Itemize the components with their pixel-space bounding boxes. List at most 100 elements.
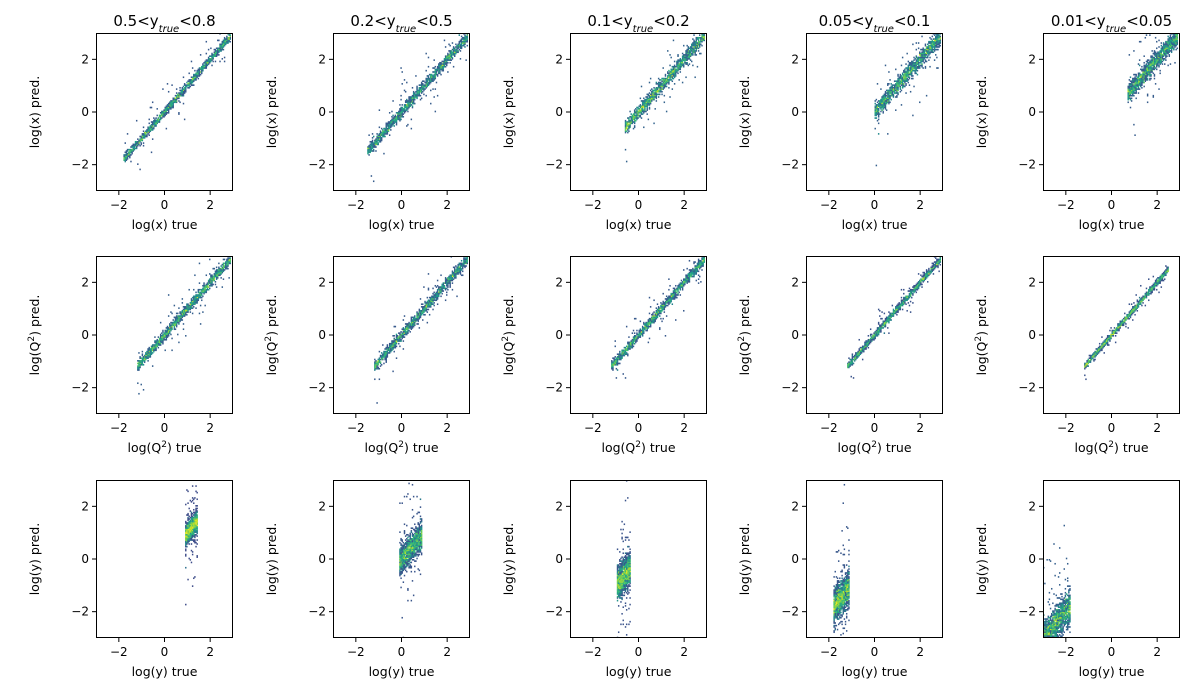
heatmap-cell bbox=[435, 286, 438, 288]
heatmap-cell bbox=[137, 138, 139, 140]
heatmap-cell bbox=[656, 315, 659, 317]
heatmap-cell bbox=[416, 323, 418, 325]
heatmap-cell bbox=[159, 321, 162, 324]
heatmap-cell bbox=[380, 134, 383, 136]
heatmap-cell bbox=[621, 352, 623, 354]
heatmap-cell bbox=[441, 63, 443, 65]
heatmap-cell bbox=[1142, 71, 1144, 73]
heatmap-cell bbox=[1148, 71, 1150, 73]
heatmap-cell bbox=[430, 89, 432, 92]
heatmap-cell bbox=[623, 352, 626, 354]
heatmap-cell bbox=[140, 361, 142, 363]
heatmap-cell bbox=[400, 94, 402, 97]
heatmap-cell bbox=[149, 353, 152, 356]
heatmap-cell bbox=[684, 283, 686, 286]
heatmap-cell bbox=[1132, 80, 1134, 83]
heatmap-cell bbox=[191, 300, 194, 303]
heatmap-cell bbox=[412, 98, 415, 101]
heatmap-cell bbox=[874, 117, 876, 119]
heatmap-cell bbox=[700, 40, 702, 43]
heatmap-cell bbox=[156, 119, 158, 122]
heatmap-cell bbox=[459, 44, 462, 47]
heatmap-cell bbox=[395, 340, 398, 342]
heatmap-cell bbox=[693, 44, 695, 47]
heatmap-cell bbox=[696, 46, 699, 48]
heatmap-cell bbox=[180, 92, 182, 94]
heatmap-cell bbox=[1134, 76, 1136, 79]
heatmap-cell bbox=[159, 336, 162, 338]
heatmap-cell bbox=[420, 88, 423, 90]
heatmap-cell bbox=[646, 109, 648, 111]
heatmap-cell bbox=[374, 140, 376, 143]
heatmap-cell bbox=[411, 323, 414, 325]
heatmap-cell bbox=[370, 175, 373, 177]
heatmap-cell bbox=[139, 360, 141, 362]
heatmap-cell bbox=[169, 102, 171, 105]
heatmap-cell bbox=[679, 294, 682, 296]
heatmap-cell bbox=[181, 298, 184, 300]
heatmap-cell bbox=[669, 64, 671, 67]
heatmap-cell bbox=[465, 39, 467, 42]
heatmap-cell bbox=[177, 93, 179, 96]
heatmap-cell bbox=[670, 294, 672, 296]
heatmap-cell bbox=[1142, 76, 1144, 79]
heatmap-cell bbox=[657, 86, 660, 89]
heatmap-cell bbox=[412, 321, 415, 324]
heatmap-cell bbox=[684, 278, 686, 280]
heatmap-cell bbox=[409, 96, 411, 98]
heatmap-cell bbox=[210, 281, 212, 283]
heatmap-cell bbox=[907, 67, 910, 69]
heatmap-cell bbox=[430, 80, 432, 83]
heatmap-cell bbox=[1153, 58, 1156, 60]
heatmap-cell bbox=[633, 337, 636, 340]
heatmap-cell bbox=[386, 122, 389, 125]
heatmap-cell bbox=[671, 292, 674, 295]
heatmap-cell bbox=[201, 292, 203, 295]
heatmap-cell bbox=[1138, 40, 1141, 43]
heatmap-cell bbox=[929, 56, 931, 59]
heatmap-cell bbox=[174, 94, 177, 97]
heatmap-cell bbox=[464, 266, 466, 269]
heatmap-cell bbox=[431, 76, 433, 79]
heatmap-cell bbox=[188, 307, 190, 309]
heatmap-cell bbox=[620, 356, 622, 358]
heatmap-cell bbox=[444, 277, 447, 279]
heatmap-cell bbox=[198, 282, 201, 284]
heatmap-cell bbox=[157, 336, 160, 338]
heatmap-cell bbox=[420, 312, 423, 315]
heatmap-cell bbox=[1170, 43, 1173, 46]
heatmap-cell bbox=[611, 360, 613, 362]
heatmap-cell bbox=[217, 271, 219, 274]
heatmap-cell bbox=[465, 258, 467, 261]
heatmap-cell bbox=[436, 294, 439, 296]
heatmap-cell bbox=[193, 288, 195, 291]
heatmap-cell bbox=[686, 275, 688, 278]
heatmap-cell bbox=[680, 64, 683, 67]
heatmap-cell bbox=[686, 59, 688, 61]
heatmap-cell bbox=[182, 328, 185, 331]
heatmap-cell bbox=[692, 52, 694, 55]
heatmap-cell bbox=[137, 142, 139, 144]
heatmap-cell bbox=[1143, 73, 1145, 76]
x-tick-label: −2 bbox=[1057, 198, 1075, 212]
heatmap-cell bbox=[917, 64, 920, 67]
heatmap-cell bbox=[444, 56, 447, 59]
heatmap-cell bbox=[460, 35, 463, 38]
heatmap-cell bbox=[439, 292, 441, 295]
heatmap-cell bbox=[137, 365, 139, 367]
heatmap-cell bbox=[464, 35, 466, 38]
heatmap-cell bbox=[923, 56, 926, 59]
heatmap-cell bbox=[148, 350, 150, 353]
heatmap-cell bbox=[911, 67, 913, 69]
heatmap-cell bbox=[874, 106, 876, 109]
heatmap-cell bbox=[652, 97, 654, 100]
heatmap-cell bbox=[456, 271, 458, 274]
heatmap-cell bbox=[1162, 48, 1165, 51]
heatmap-cell bbox=[1162, 42, 1165, 44]
heatmap-cell bbox=[209, 279, 211, 282]
heatmap-cell bbox=[662, 88, 664, 90]
heatmap-cell bbox=[180, 311, 182, 313]
heatmap-cell bbox=[624, 348, 627, 350]
heatmap-cell bbox=[1128, 93, 1131, 96]
heatmap-cell bbox=[693, 43, 695, 46]
